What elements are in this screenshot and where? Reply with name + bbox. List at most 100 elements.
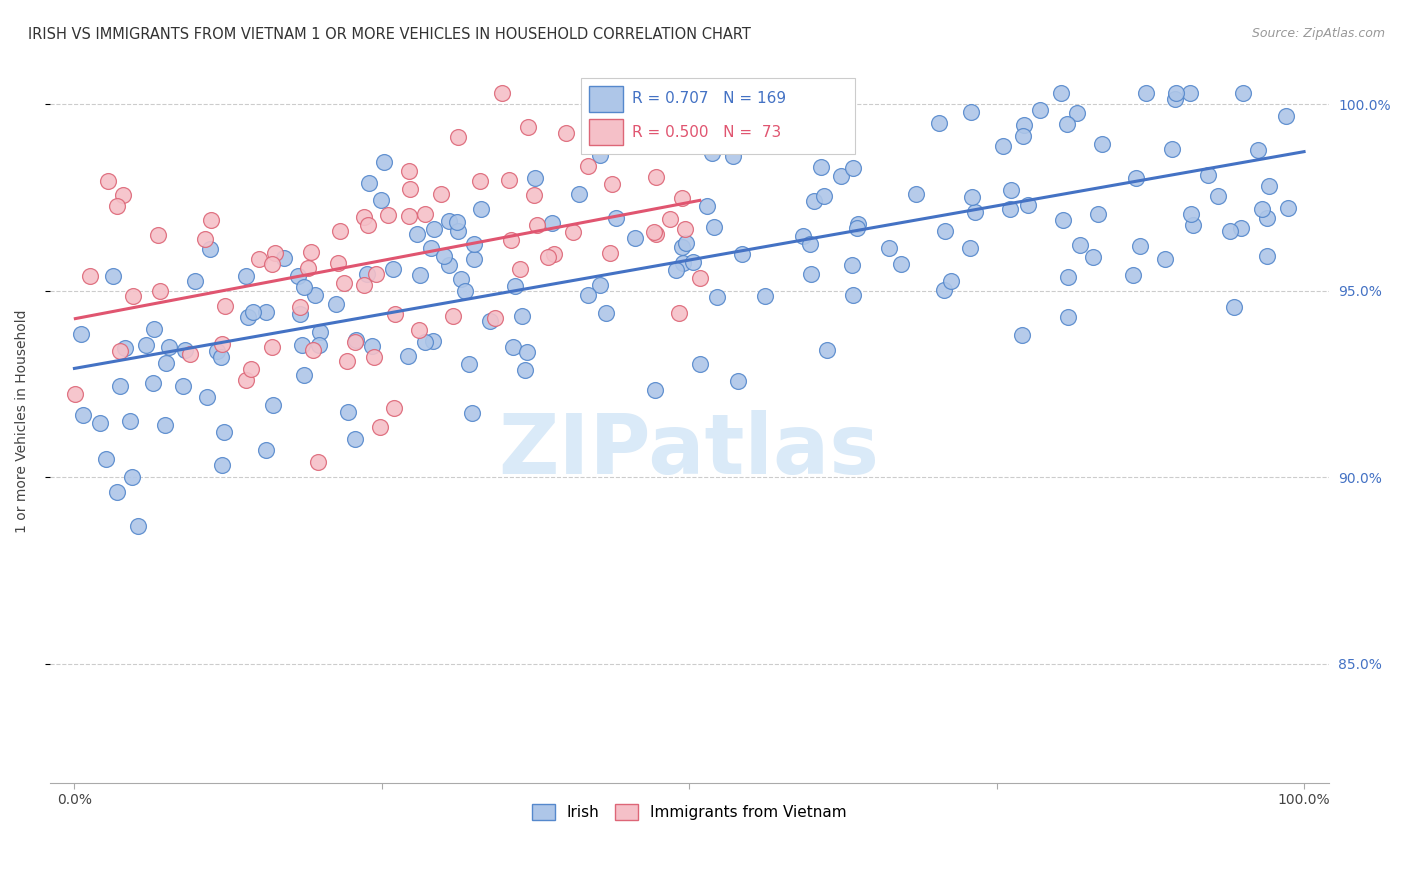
Point — [429, 186, 451, 201]
Point — [413, 334, 436, 349]
Point — [398, 181, 420, 195]
Point — [1057, 310, 1080, 324]
Point — [576, 287, 599, 301]
Point — [239, 362, 262, 376]
Point — [368, 419, 391, 434]
Point — [537, 250, 560, 264]
Point — [491, 87, 513, 101]
Point — [703, 220, 725, 235]
Point — [1000, 183, 1022, 197]
Point — [65, 387, 87, 401]
Point — [1219, 224, 1241, 238]
Point — [408, 323, 430, 337]
Point — [433, 249, 456, 263]
Point — [118, 414, 141, 428]
Point — [304, 288, 326, 302]
Point — [468, 174, 491, 188]
Point — [307, 455, 329, 469]
Point — [121, 470, 143, 484]
Point — [254, 305, 277, 319]
Point — [262, 398, 284, 412]
Point — [1223, 300, 1246, 314]
Point — [1164, 93, 1187, 107]
Point — [959, 104, 981, 119]
Point — [463, 252, 485, 267]
Point — [97, 174, 120, 188]
Point — [94, 451, 117, 466]
Point — [357, 176, 380, 190]
Point — [454, 284, 477, 298]
Point — [1181, 218, 1204, 232]
Point — [672, 255, 695, 269]
Point — [904, 186, 927, 201]
Point — [353, 277, 375, 292]
Point — [799, 267, 821, 281]
Point — [353, 211, 375, 225]
Point — [1232, 86, 1254, 100]
Point — [998, 202, 1021, 216]
Point — [665, 262, 688, 277]
Point — [830, 169, 852, 184]
Point — [422, 222, 444, 236]
Point — [273, 251, 295, 265]
Point — [242, 305, 264, 319]
Point — [696, 199, 718, 213]
Point — [299, 245, 322, 260]
Point — [155, 418, 177, 433]
Point — [195, 390, 218, 404]
Point — [576, 159, 599, 173]
Point — [993, 139, 1015, 153]
Point — [1197, 168, 1219, 182]
Point — [543, 247, 565, 261]
Point — [735, 86, 758, 100]
Point — [155, 356, 177, 370]
Point — [437, 214, 460, 228]
Point — [792, 228, 814, 243]
Point — [288, 301, 311, 315]
Point — [1128, 239, 1150, 253]
Point — [602, 177, 624, 191]
Point — [645, 170, 668, 185]
Point — [668, 306, 690, 320]
Point — [183, 274, 205, 288]
Point — [523, 171, 546, 186]
Point — [336, 405, 359, 419]
Point — [457, 357, 479, 371]
Point — [142, 376, 165, 390]
Point — [959, 241, 981, 255]
Point — [1087, 207, 1109, 221]
Point — [841, 258, 863, 272]
Point — [842, 161, 865, 175]
Point — [384, 307, 406, 321]
Text: ZIPatlas: ZIPatlas — [499, 409, 880, 491]
Point — [671, 240, 693, 254]
Point — [517, 120, 540, 135]
Point — [328, 256, 350, 270]
Point — [605, 211, 627, 225]
Point — [309, 325, 332, 339]
Point — [135, 338, 157, 352]
Point — [928, 116, 950, 130]
Text: R = 0.500   N =  73: R = 0.500 N = 73 — [631, 125, 780, 140]
Point — [361, 339, 384, 353]
Point — [934, 224, 956, 238]
Point — [122, 289, 145, 303]
Point — [1206, 188, 1229, 202]
Point — [329, 224, 352, 238]
Point — [1011, 129, 1033, 144]
Point — [333, 277, 356, 291]
Point — [172, 379, 194, 393]
Point — [516, 344, 538, 359]
Point — [595, 306, 617, 320]
Point — [447, 224, 470, 238]
Point — [509, 262, 531, 277]
Point — [890, 257, 912, 271]
Point — [260, 257, 283, 271]
Point — [671, 191, 693, 205]
Point — [260, 340, 283, 354]
Point — [409, 268, 432, 283]
Point — [357, 218, 380, 232]
FancyBboxPatch shape — [589, 120, 623, 145]
Point — [264, 246, 287, 260]
Point — [731, 247, 754, 261]
